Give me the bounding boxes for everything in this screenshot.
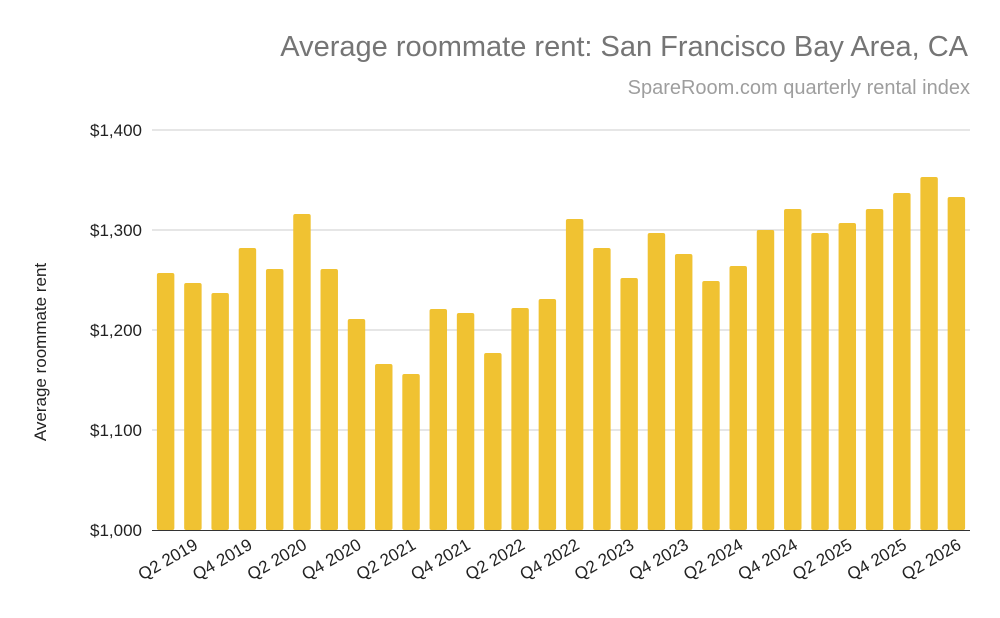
x-tick-label: Q4 2025	[844, 535, 910, 584]
y-axis-label: Average roommate rent	[31, 263, 50, 442]
bar	[484, 353, 502, 530]
bar	[238, 248, 257, 530]
x-tick-label: Q4 2023	[626, 535, 692, 584]
y-tick-labels: $1,000 $1,100 $1,200 $1,300 $1,400	[90, 121, 142, 540]
y-tick-label: $1,400	[90, 121, 142, 140]
bar	[293, 214, 311, 530]
x-tick-label: Q2 2021	[353, 535, 419, 584]
x-tick-label: Q2 2019	[135, 535, 201, 584]
bar	[811, 233, 829, 530]
bar	[402, 374, 420, 530]
bar	[893, 193, 911, 530]
bar	[838, 223, 857, 530]
x-tick-label: Q4 2024	[735, 535, 801, 584]
bar	[647, 233, 666, 530]
bar	[756, 230, 775, 530]
x-tick-label: Q2 2023	[571, 535, 637, 584]
bar	[211, 293, 229, 530]
bar	[674, 254, 693, 530]
y-tick-label: $1,200	[90, 321, 142, 340]
bar	[347, 319, 366, 530]
bar	[920, 177, 938, 530]
y-tick-label: $1,300	[90, 221, 142, 240]
bar	[538, 299, 557, 530]
chart-subtitle: SpareRoom.com quarterly rental index	[628, 77, 970, 99]
bar	[729, 266, 747, 530]
y-tick-label: $1,100	[90, 421, 142, 440]
bar	[265, 269, 284, 530]
x-tick-label: Q4 2020	[299, 535, 365, 584]
bar	[320, 269, 338, 530]
bar	[620, 278, 638, 530]
bar	[156, 273, 175, 530]
grid-lines	[152, 129, 970, 431]
x-tick-label: Q4 2019	[189, 535, 255, 584]
x-tick-label: Q4 2021	[408, 535, 474, 584]
y-tick-label: $1,000	[90, 521, 142, 540]
x-tick-label: Q2 2020	[244, 535, 310, 584]
bar	[593, 248, 611, 530]
x-tick-label: Q2 2024	[680, 535, 746, 584]
bar	[184, 283, 202, 530]
bar	[375, 364, 393, 530]
bar	[456, 313, 475, 530]
chart-title: Average roommate rent: San Francisco Bay…	[280, 31, 968, 63]
bar	[865, 209, 884, 530]
x-tick-label: Q4 2022	[517, 535, 583, 584]
bar	[947, 197, 966, 530]
bar	[702, 281, 720, 530]
bars	[156, 177, 966, 530]
bar	[511, 308, 529, 530]
bar	[565, 219, 584, 530]
x-tick-label: Q2 2025	[789, 535, 855, 584]
x-tick-label: Q2 2022	[462, 535, 528, 584]
x-tick-label: Q2 2026	[898, 535, 964, 584]
bar	[429, 309, 448, 530]
bar	[784, 209, 802, 530]
